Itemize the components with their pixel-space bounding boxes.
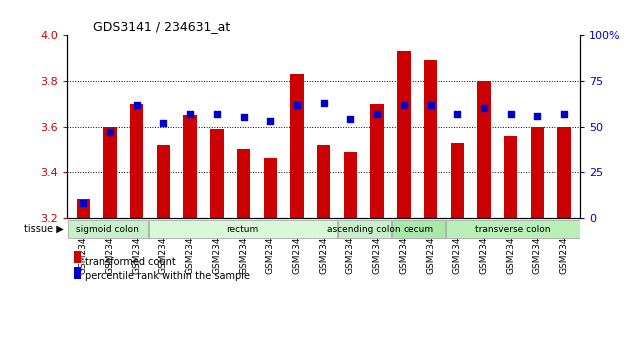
Bar [237,149,250,218]
Bar [103,127,117,218]
Bar [531,127,544,218]
Bar [504,136,517,218]
Bar [149,220,337,238]
Point [479,105,489,111]
Point [506,111,516,116]
Bar [478,81,490,218]
Point [212,111,222,116]
Bar [558,127,570,218]
Bar [397,51,410,218]
Text: transformed count: transformed count [85,257,176,267]
Text: ascending colon: ascending colon [328,225,401,234]
Text: cecum: cecum [403,225,433,234]
Text: transverse colon: transverse colon [475,225,551,234]
Text: rectum: rectum [227,225,259,234]
Bar [317,145,330,218]
Bar [74,267,81,279]
Bar [344,152,357,218]
Bar [130,104,144,218]
Point [238,115,249,120]
Bar [445,220,579,238]
Point [319,100,329,106]
Bar [183,115,197,218]
Point [105,129,115,135]
Bar [68,220,147,238]
Point [399,102,409,108]
Bar [424,61,437,218]
Text: tissue ▶: tissue ▶ [24,224,64,234]
Text: GDS3141 / 234631_at: GDS3141 / 234631_at [93,20,230,33]
Bar [370,104,384,218]
Point [452,111,462,116]
Point [78,200,88,206]
Text: sigmoid colon: sigmoid colon [76,225,139,234]
Point [532,113,542,119]
Bar [290,74,304,218]
Bar [77,200,90,218]
Point [345,116,356,122]
Point [559,111,569,116]
Bar [157,145,170,218]
Point [185,111,196,116]
Point [426,102,436,108]
Point [372,111,382,116]
Bar [338,220,390,238]
Point [158,120,169,126]
Text: percentile rank within the sample: percentile rank within the sample [85,271,250,281]
Bar [263,159,277,218]
Point [131,102,142,108]
Bar [392,220,445,238]
Bar [74,251,81,263]
Bar [210,129,224,218]
Point [265,118,276,124]
Point [292,102,302,108]
Bar [451,143,464,218]
